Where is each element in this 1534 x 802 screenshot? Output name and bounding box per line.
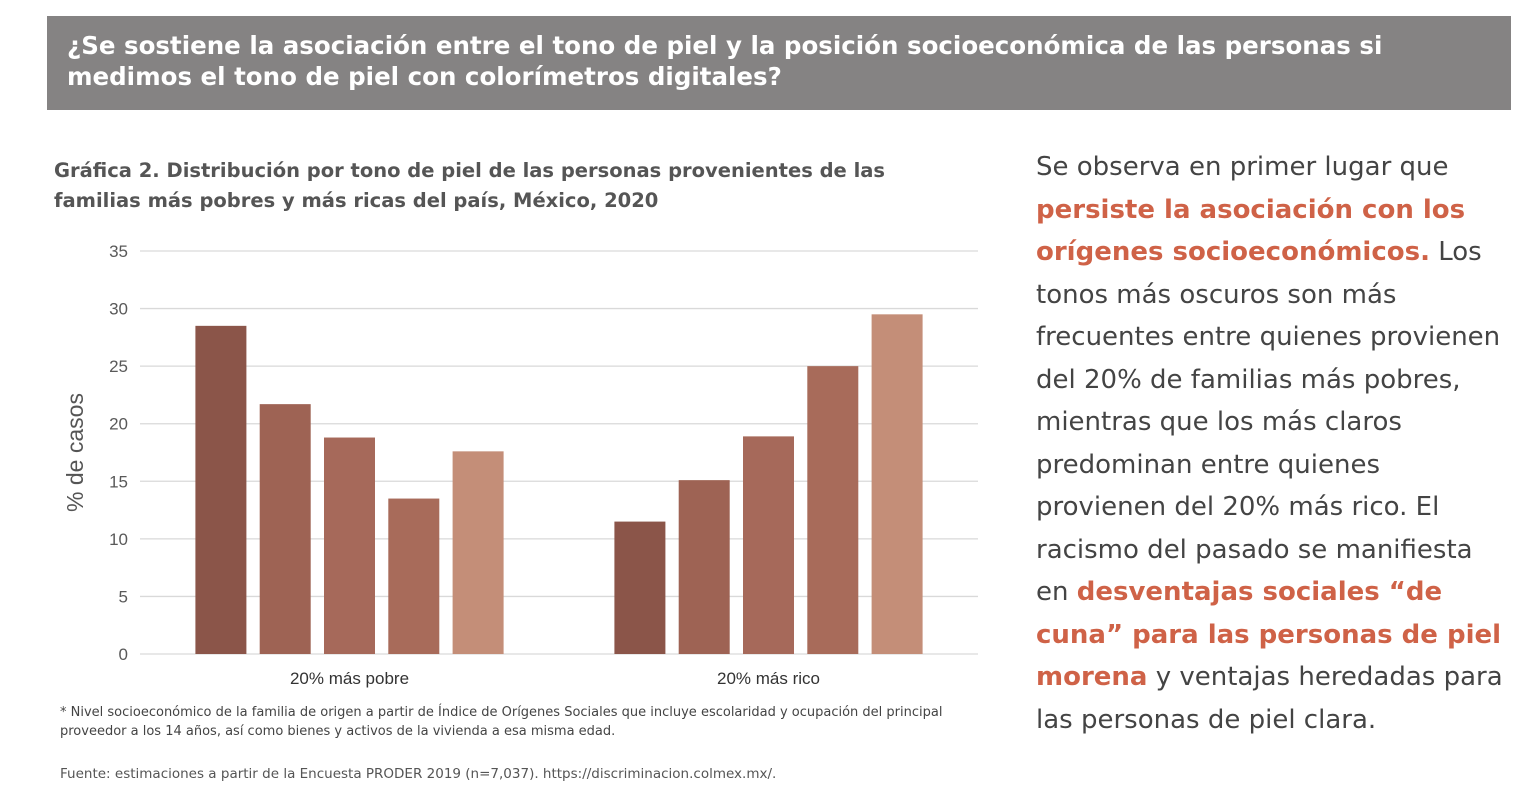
y-tick-label: 5: [119, 587, 128, 606]
bar: [743, 436, 794, 654]
y-tick-label: 20: [109, 415, 128, 434]
bar: [452, 451, 504, 654]
y-axis-label: % de casos: [62, 393, 88, 512]
bar: [259, 404, 311, 654]
side-text-part-2: Los tonos más oscuros son más frecuentes…: [1036, 237, 1501, 607]
footnote: * Nivel socioeconómico de la familia de …: [60, 705, 943, 739]
side-text: Se observa en primer lugar que persiste …: [1036, 146, 1506, 741]
header-banner: ¿Se sostiene la asociación entre el tono…: [47, 16, 1511, 110]
side-text-highlight-1: persiste la asociación con los orígenes …: [1036, 194, 1466, 268]
y-tick-label: 0: [119, 645, 128, 664]
bar: [195, 325, 247, 654]
side-text-highlight-2: desventajas sociales “de cuna” para las …: [1036, 577, 1502, 692]
bar-chart: 0 5 10 15 20 25 30 35 % de casos 20% más pobre 20%…: [62, 242, 978, 688]
y-tick-label: 25: [109, 357, 128, 376]
chart-title: Gráfica 2. Distribución por tono de piel…: [54, 159, 886, 212]
y-tick-label: 35: [109, 242, 128, 261]
x-category-label: 20% más rico: [717, 669, 820, 688]
bar: [614, 521, 666, 654]
y-tick-label: 15: [109, 472, 128, 491]
side-text-part-3: y ventajas heredadas para las personas d…: [1036, 662, 1503, 735]
bar: [871, 314, 923, 654]
header-question: ¿Se sostiene la asociación entre el tono…: [67, 31, 1383, 91]
bar: [678, 480, 730, 654]
bar: [388, 498, 440, 654]
x-category-label: 20% más pobre: [290, 669, 409, 688]
bar: [807, 366, 859, 654]
y-tick-label: 10: [109, 530, 128, 549]
y-tick-label: 30: [109, 300, 128, 319]
side-text-part-1: Se observa en primer lugar que: [1036, 152, 1449, 182]
bar: [324, 437, 375, 654]
source-note: Fuente: estimaciones a partir de la Encu…: [60, 766, 777, 782]
